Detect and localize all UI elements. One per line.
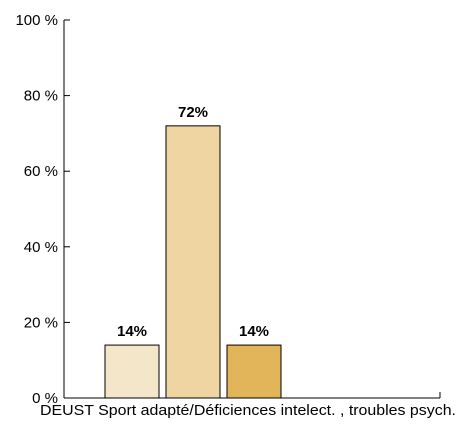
x-category-label: DEUST Sport adapté/Déficiences intelect.… xyxy=(40,402,456,419)
y-tick-label: 60 % xyxy=(24,163,58,180)
y-tick-label: 40 % xyxy=(24,239,58,256)
bar xyxy=(226,344,282,399)
y-tick-label: 20 % xyxy=(24,314,58,331)
bar xyxy=(165,125,221,399)
y-axis-ticks: 0 % 20 % 40 % 60 % 80 % 100 % xyxy=(15,12,70,407)
y-tick-label: 0 % xyxy=(32,390,58,407)
y-tick-label: 100 % xyxy=(15,12,58,29)
bar xyxy=(104,344,160,399)
y-tick-label: 80 % xyxy=(24,88,58,105)
data-labels-group: 14% 72% 14% xyxy=(117,104,269,340)
bar-value-label: 14% xyxy=(239,323,269,340)
bar-value-label: 14% xyxy=(117,323,147,340)
bar-value-label: 72% xyxy=(178,104,208,121)
bars-group xyxy=(104,125,282,399)
